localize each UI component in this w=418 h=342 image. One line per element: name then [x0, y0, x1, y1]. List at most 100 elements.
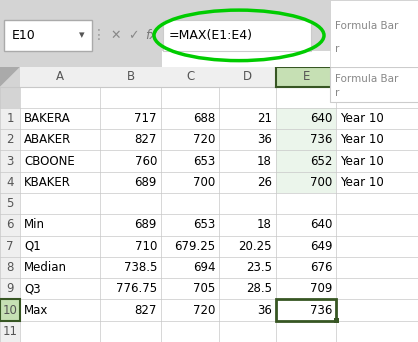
- Bar: [0, 236, 20, 257]
- Text: Q3: Q3: [24, 282, 41, 295]
- Text: ⋮: ⋮: [92, 28, 106, 42]
- Text: 23.5: 23.5: [246, 261, 272, 274]
- Text: 8: 8: [6, 261, 14, 274]
- Text: Year 10: Year 10: [341, 155, 384, 168]
- Bar: [0, 321, 20, 342]
- Text: 679.25: 679.25: [174, 240, 215, 253]
- Text: ABAKER: ABAKER: [24, 133, 71, 146]
- Text: ✕: ✕: [111, 29, 121, 42]
- Text: KBAKER: KBAKER: [24, 176, 71, 189]
- Text: 738.5: 738.5: [124, 261, 157, 274]
- Bar: [100, 67, 161, 87]
- Text: 700: 700: [193, 176, 215, 189]
- Text: 28.5: 28.5: [246, 282, 272, 295]
- Text: D: D: [243, 70, 252, 83]
- Text: 9: 9: [6, 282, 14, 295]
- Text: 18: 18: [257, 219, 272, 232]
- Text: Year 10: Year 10: [341, 112, 384, 125]
- Text: 720: 720: [193, 133, 215, 146]
- Text: Median: Median: [24, 261, 67, 274]
- Bar: [276, 129, 336, 150]
- Text: E10: E10: [12, 29, 36, 42]
- Text: 717: 717: [135, 112, 157, 125]
- Bar: [0, 172, 20, 193]
- Text: 694: 694: [193, 261, 215, 274]
- Bar: [276, 172, 336, 193]
- Text: Formula Bar: Formula Bar: [335, 21, 398, 31]
- Text: 710: 710: [135, 240, 157, 253]
- Text: 653: 653: [193, 219, 215, 232]
- Bar: [0, 67, 20, 87]
- Text: 7: 7: [6, 240, 14, 253]
- Text: 2: 2: [6, 133, 14, 146]
- Text: 776.75: 776.75: [116, 282, 157, 295]
- Text: 26: 26: [257, 176, 272, 189]
- Bar: [0, 129, 20, 150]
- Text: 36: 36: [257, 304, 272, 317]
- Bar: [219, 67, 276, 87]
- Text: 760: 760: [135, 155, 157, 168]
- Text: 10: 10: [3, 304, 18, 317]
- Text: 705: 705: [193, 282, 215, 295]
- Bar: [163, 20, 311, 51]
- Bar: [334, 318, 339, 323]
- Text: 36: 36: [257, 133, 272, 146]
- Text: A: A: [56, 70, 64, 83]
- Bar: [336, 67, 418, 87]
- Text: r: r: [335, 88, 339, 97]
- Text: 21: 21: [257, 112, 272, 125]
- Text: Max: Max: [24, 304, 48, 317]
- Text: 736: 736: [310, 304, 332, 317]
- Text: fx: fx: [145, 29, 157, 42]
- Text: Formula Bar: Formula Bar: [335, 74, 398, 84]
- Text: 10: 10: [3, 304, 18, 317]
- Text: 720: 720: [193, 304, 215, 317]
- Text: 20.25: 20.25: [238, 240, 272, 253]
- Text: 3: 3: [6, 155, 14, 168]
- Text: Q1: Q1: [24, 240, 41, 253]
- Text: Year 10: Year 10: [341, 133, 384, 146]
- FancyBboxPatch shape: [330, 67, 418, 102]
- Bar: [276, 150, 336, 172]
- Bar: [0, 278, 20, 300]
- Text: 689: 689: [135, 176, 157, 189]
- Bar: [0, 214, 20, 236]
- Text: B: B: [127, 70, 135, 83]
- Text: 1: 1: [6, 112, 14, 125]
- Text: E: E: [303, 70, 310, 83]
- Text: 18: 18: [257, 155, 272, 168]
- Bar: [276, 108, 336, 129]
- Bar: [330, 0, 418, 67]
- Text: r: r: [335, 43, 339, 53]
- Bar: [0, 108, 20, 129]
- Bar: [276, 67, 336, 87]
- Text: 653: 653: [193, 155, 215, 168]
- Bar: [0, 193, 20, 214]
- Polygon shape: [0, 67, 20, 87]
- Text: 640: 640: [310, 112, 332, 125]
- Bar: [0, 150, 20, 172]
- Text: 700: 700: [310, 176, 332, 189]
- Text: 709: 709: [310, 282, 332, 295]
- Bar: [162, 51, 418, 67]
- Text: 652: 652: [310, 155, 332, 168]
- Text: 640: 640: [310, 219, 332, 232]
- Text: 689: 689: [135, 219, 157, 232]
- Text: BAKERA: BAKERA: [24, 112, 71, 125]
- Text: ✓: ✓: [128, 29, 138, 42]
- Text: 649: 649: [310, 240, 332, 253]
- Bar: [276, 300, 336, 321]
- Text: 688: 688: [193, 112, 215, 125]
- Bar: [20, 67, 100, 87]
- Bar: [0, 257, 20, 278]
- Text: 827: 827: [135, 133, 157, 146]
- Text: 5: 5: [6, 197, 14, 210]
- Text: CBOONE: CBOONE: [24, 155, 75, 168]
- Text: Year 10: Year 10: [341, 176, 384, 189]
- Text: 4: 4: [6, 176, 14, 189]
- Text: ▾: ▾: [79, 30, 85, 40]
- Text: 6: 6: [6, 219, 14, 232]
- Text: 676: 676: [310, 261, 332, 274]
- Text: 827: 827: [135, 304, 157, 317]
- Text: 11: 11: [3, 325, 18, 338]
